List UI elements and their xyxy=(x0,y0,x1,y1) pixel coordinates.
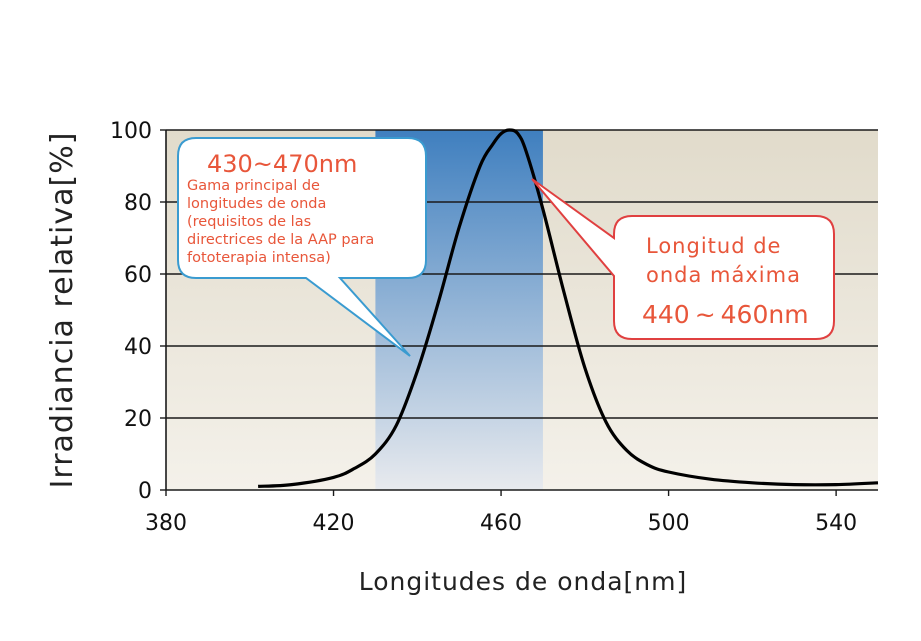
x-axis-title: Longitudes de onda[nm] xyxy=(359,567,688,596)
y-tick-label: 100 xyxy=(110,119,152,144)
peak-callout-line: onda máxima xyxy=(646,263,801,287)
x-tick-label: 460 xyxy=(480,511,522,536)
x-tick-label: 420 xyxy=(313,511,355,536)
x-tick-labels: 380 420 460 500 540 xyxy=(145,511,857,536)
band-callout-line: Gama principal de xyxy=(187,178,320,194)
x-tick-label: 540 xyxy=(815,511,857,536)
y-tick-label: 40 xyxy=(124,335,152,360)
y-tick-label: 0 xyxy=(138,479,152,504)
band-callout-bubble xyxy=(177,137,427,357)
band-callout-line: directrices de la AAP para xyxy=(187,232,374,248)
y-tick-labels: 0 20 40 60 80 100 xyxy=(110,119,152,504)
band-callout-line: (requisitos de las xyxy=(187,214,311,230)
peak-callout-line: Longitud de xyxy=(646,234,781,258)
svg-text:Longitud de onda máxima: Longitud de onda máxima xyxy=(646,234,801,287)
axes xyxy=(160,129,878,496)
peak-callout-range: 440 ~ 460nm xyxy=(642,300,809,329)
band-callout-line: longitudes de onda xyxy=(187,196,326,212)
band-callout-range: 430~470nm xyxy=(207,150,357,178)
x-tick-label: 380 xyxy=(145,511,187,536)
spectrum-curve xyxy=(258,128,879,488)
y-tick-label: 80 xyxy=(124,191,152,216)
y-tick-label: 20 xyxy=(124,407,152,432)
band-callout-line: fototerapia intensa) xyxy=(187,250,331,266)
y-tick-label: 60 xyxy=(124,263,152,288)
peak-callout-bubble xyxy=(531,178,835,340)
svg-text:Gama principal de longit: Gama principal de longitudes de onda (re… xyxy=(187,178,379,266)
y-axis-title: Irradiancia relativa[%] xyxy=(45,132,80,489)
band-callout: 430~470nm Gama principal de longitudes d… xyxy=(177,137,427,357)
x-tick-label: 500 xyxy=(648,511,690,536)
peak-callout: Longitud de onda máxima 440 ~ 460nm xyxy=(531,178,835,340)
